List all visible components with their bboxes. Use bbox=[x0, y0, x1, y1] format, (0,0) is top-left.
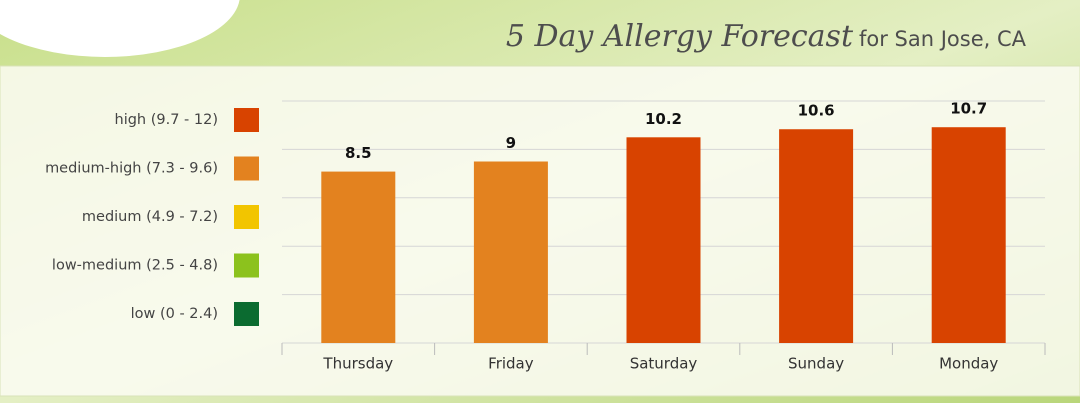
bar bbox=[473, 161, 548, 343]
data-label: 10.7 bbox=[950, 100, 987, 118]
bar bbox=[779, 129, 854, 343]
legend-swatch bbox=[234, 253, 259, 278]
legend-swatch bbox=[234, 302, 259, 326]
data-label: 9 bbox=[506, 134, 516, 152]
bar bbox=[321, 171, 396, 343]
bar bbox=[626, 137, 701, 343]
x-tick-label: Thursday bbox=[322, 355, 393, 373]
x-tick-label: Sunday bbox=[788, 355, 844, 373]
x-tick-label: Friday bbox=[488, 355, 534, 373]
legend-label: low (0 - 2.4) bbox=[131, 306, 218, 322]
bar bbox=[931, 127, 1006, 343]
x-tick-label: Monday bbox=[939, 355, 998, 373]
chart-subtitle: for San Jose, CA bbox=[859, 27, 1027, 51]
data-label: 10.2 bbox=[645, 110, 682, 128]
data-label: 10.6 bbox=[798, 102, 835, 120]
legend-label: low-medium (2.5 - 4.8) bbox=[52, 258, 218, 274]
legend-swatch bbox=[234, 156, 259, 181]
decor-circle bbox=[0, 0, 240, 57]
chart-title: 5 Day Allergy Forecast bbox=[506, 19, 854, 54]
data-label: 8.5 bbox=[345, 144, 372, 162]
legend-swatch bbox=[234, 205, 259, 229]
x-tick-label: Saturday bbox=[630, 355, 698, 373]
legend-label: medium-high (7.3 - 9.6) bbox=[45, 161, 218, 177]
legend-label: high (9.7 - 12) bbox=[115, 112, 219, 128]
legend-swatch bbox=[234, 108, 259, 132]
legend-label: medium (4.9 - 7.2) bbox=[82, 209, 218, 225]
